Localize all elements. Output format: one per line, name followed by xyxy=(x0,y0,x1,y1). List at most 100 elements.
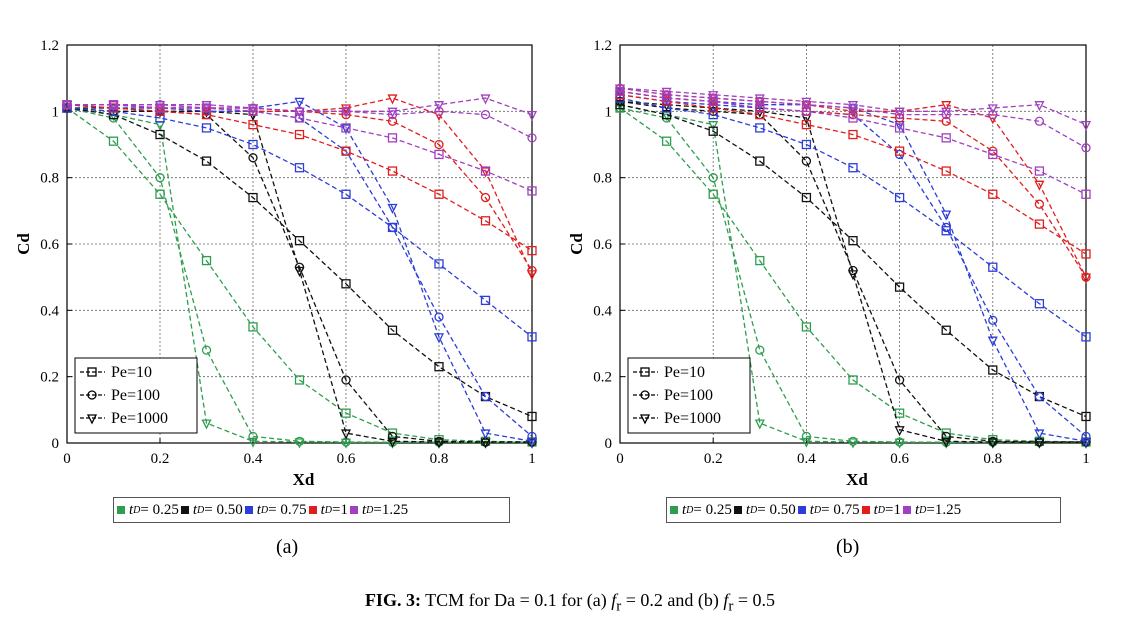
data-point xyxy=(755,123,765,133)
data-point xyxy=(1081,431,1091,442)
data-point xyxy=(801,437,812,448)
data-point xyxy=(527,431,537,442)
pe-legend-label: Pe=100 xyxy=(111,387,160,404)
data-point xyxy=(848,129,858,140)
x-tick-label: 0 xyxy=(63,451,71,467)
data-point xyxy=(1081,332,1091,342)
data-point xyxy=(387,437,398,448)
data-point xyxy=(801,100,812,110)
series-td1.25-pe100 xyxy=(62,100,537,143)
data-point xyxy=(708,120,719,132)
data-point xyxy=(387,107,398,118)
data-point xyxy=(480,192,491,203)
figure-caption: FIG. 3: TCM for Da = 0.1 for (a) fr = 0.… xyxy=(0,590,1140,616)
td-legend-symbol: t xyxy=(129,501,134,518)
td-legend-value: = 0.50 xyxy=(204,501,243,518)
data-point xyxy=(988,262,998,272)
data-point xyxy=(527,245,537,256)
data-point xyxy=(988,110,998,120)
td-legend-subscript: D xyxy=(750,504,758,516)
data-point xyxy=(433,101,445,112)
data-point xyxy=(294,266,305,277)
td-legend-swatch xyxy=(733,506,742,514)
data-point xyxy=(341,146,351,156)
data-point xyxy=(801,192,812,203)
x-tick-label: 0.2 xyxy=(151,451,170,467)
data-point xyxy=(847,101,859,112)
data-point xyxy=(434,149,444,160)
caption-fr-symbol-a: f xyxy=(611,590,617,610)
data-point xyxy=(201,255,212,266)
data-point xyxy=(941,226,951,236)
data-point xyxy=(433,333,445,344)
series-line xyxy=(67,107,532,443)
td-legend-symbol: t xyxy=(256,501,261,518)
y-tick-label: 1 xyxy=(52,104,60,120)
td-legend-symbol: t xyxy=(192,501,198,518)
data-point xyxy=(988,315,998,325)
data-point xyxy=(387,431,398,442)
td-legend-swatch xyxy=(244,506,253,514)
y-tick-label: 0 xyxy=(52,436,60,452)
data-point xyxy=(1080,273,1092,284)
data-point xyxy=(755,156,765,166)
data-point xyxy=(294,163,305,173)
panel-label-b: (b) xyxy=(836,536,860,558)
y-tick-label: 0.6 xyxy=(593,237,612,253)
data-point xyxy=(247,437,259,448)
data-point xyxy=(988,149,998,160)
td-legend-symbol: t xyxy=(682,501,687,518)
data-point xyxy=(1081,411,1091,422)
data-point xyxy=(340,107,352,118)
data-point xyxy=(755,345,765,355)
data-point xyxy=(341,375,351,385)
data-point xyxy=(480,391,491,402)
td-legend-value: = 0.25 xyxy=(140,501,179,518)
data-point xyxy=(848,103,858,113)
series-td1.25-pe1000 xyxy=(614,84,1092,132)
td-legend-value: =1 xyxy=(885,501,901,518)
data-point xyxy=(61,101,73,112)
td-legend-subscript: D xyxy=(133,504,141,516)
data-point xyxy=(201,345,212,355)
series-td1-pe100 xyxy=(62,100,537,276)
td-legend-swatch xyxy=(670,506,678,514)
series-line xyxy=(67,97,533,116)
td-legend-symbol: t xyxy=(745,501,751,518)
data-point xyxy=(341,189,351,199)
series-line xyxy=(66,107,533,338)
data-point xyxy=(754,419,765,430)
data-point xyxy=(1081,249,1091,259)
y-tick-label: 0.8 xyxy=(593,171,612,187)
x-axis-label: Xd xyxy=(846,470,868,489)
data-point xyxy=(894,438,905,449)
data-point xyxy=(294,113,305,123)
pe-legend-label: Pe=10 xyxy=(111,364,152,381)
x-tick-label: 0.8 xyxy=(430,451,449,467)
data-point xyxy=(754,94,765,105)
data-point xyxy=(387,166,398,176)
data-point xyxy=(941,431,951,442)
data-point xyxy=(801,431,812,442)
y-axis-label: Cd xyxy=(14,233,33,255)
data-point xyxy=(294,107,305,118)
caption-text: TCM for Da = 0.1 for (a) xyxy=(425,590,607,610)
y-tick-label: 0.2 xyxy=(40,370,59,386)
data-point xyxy=(941,107,952,118)
data-point xyxy=(434,362,444,372)
data-point xyxy=(894,426,905,437)
data-point xyxy=(987,104,998,115)
td-legend-subscript: D xyxy=(260,504,269,516)
series-line xyxy=(619,107,1087,443)
data-point xyxy=(1034,219,1045,229)
data-point xyxy=(1034,429,1045,440)
data-point xyxy=(526,437,538,448)
series-line xyxy=(67,104,533,271)
pe-legend-label: Pe=1000 xyxy=(664,410,721,427)
data-point xyxy=(848,113,858,123)
